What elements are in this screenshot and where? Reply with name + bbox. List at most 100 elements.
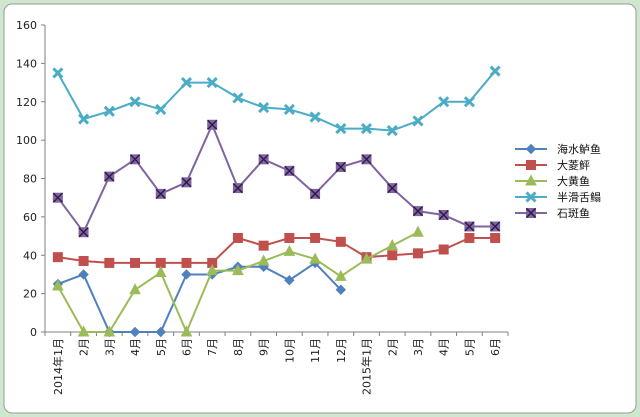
data-point [104, 257, 115, 268]
data-point [129, 326, 141, 338]
data-point [490, 221, 501, 232]
legend-item: 海水鲈鱼 [515, 142, 601, 156]
y-tick-label: 0 [30, 326, 37, 339]
x-tick-label: 8月 [232, 338, 245, 356]
data-point [525, 174, 537, 186]
x-tick-label: 2月 [386, 338, 399, 356]
data-point [310, 232, 321, 243]
x-tick-label: 4月 [129, 338, 142, 356]
data-point [257, 254, 270, 266]
series-5 [52, 119, 501, 238]
data-point [232, 183, 243, 194]
legend-item: 大黄鱼 [515, 174, 590, 188]
data-point [284, 232, 295, 243]
y-tick-label: 140 [16, 57, 37, 70]
data-point [335, 123, 347, 135]
data-point [361, 154, 372, 165]
legend-label: 半滑舌鳎 [557, 190, 601, 204]
data-point [387, 183, 398, 194]
data-point [360, 252, 373, 264]
data-point [258, 154, 269, 165]
x-tick-label: 6月 [489, 338, 502, 356]
data-point [130, 154, 141, 165]
legend-label: 大菱鲆 [557, 158, 590, 172]
data-point [284, 165, 295, 176]
data-point [412, 225, 424, 237]
y-tick-label: 120 [16, 96, 37, 109]
data-point [154, 265, 167, 278]
data-point [438, 96, 450, 108]
data-point [360, 123, 373, 135]
data-point [335, 236, 346, 247]
legend-item: 石斑鱼 [515, 206, 590, 220]
y-tick-label: 100 [16, 134, 37, 147]
data-point [207, 119, 218, 130]
data-point [155, 326, 166, 338]
x-tick-label: 3月 [412, 338, 425, 356]
x-tick-label: 12月 [335, 338, 348, 363]
data-point [310, 188, 321, 199]
series-line [57, 261, 342, 333]
data-point [387, 250, 398, 261]
legend-item: 半滑舌鳎 [515, 190, 601, 204]
x-tick-label: 4月 [438, 338, 451, 356]
legend-label: 海水鲈鱼 [557, 142, 601, 156]
data-point [335, 284, 347, 295]
x-tick-label: 2014年1月 [51, 338, 65, 395]
data-point [335, 161, 346, 172]
data-point [438, 209, 449, 220]
x-tick-label: 6月 [180, 338, 193, 356]
data-point [232, 92, 244, 104]
data-point [525, 191, 537, 203]
x-tick-label: 7月 [206, 338, 219, 356]
x-tick-label: 11月 [309, 338, 322, 363]
series-3 [52, 225, 424, 337]
y-tick-label: 60 [23, 211, 37, 224]
x-tick-label: 2月 [78, 338, 91, 356]
data-point [334, 269, 347, 281]
x-tick-label: 5月 [463, 338, 476, 356]
x-tick-label: 3月 [103, 338, 116, 356]
data-point [309, 252, 321, 264]
series-2 [52, 232, 501, 268]
data-point [103, 325, 116, 337]
data-point [206, 264, 219, 276]
data-point [232, 232, 243, 243]
data-point [206, 77, 218, 89]
data-point [412, 115, 424, 127]
data-point [412, 206, 423, 217]
data-point [284, 274, 295, 286]
data-point [438, 244, 449, 255]
data-point [77, 325, 90, 337]
data-point [52, 192, 63, 203]
y-tick-label: 20 [23, 288, 37, 301]
watermark: 水产前沿 [508, 376, 604, 400]
legend-label: 大黄鱼 [557, 174, 590, 188]
data-point [78, 256, 89, 267]
series-4 [52, 65, 501, 137]
data-point [78, 269, 89, 280]
data-point [52, 279, 64, 291]
data-point [52, 252, 63, 263]
data-point [386, 124, 398, 137]
x-tick-label: 2015年1月 [360, 338, 374, 395]
data-point [526, 208, 536, 218]
data-point [180, 325, 193, 337]
data-point [52, 67, 64, 79]
data-point [490, 232, 501, 243]
data-point [283, 244, 296, 256]
data-point [464, 221, 475, 232]
data-point [78, 227, 89, 238]
data-point [130, 257, 141, 268]
data-point [258, 101, 270, 114]
data-point [412, 248, 423, 259]
watermark-text: 水产前沿 [540, 377, 604, 396]
data-point [525, 143, 537, 155]
y-tick-label: 80 [23, 173, 37, 186]
data-point [180, 77, 193, 89]
data-point [181, 177, 192, 188]
data-point [104, 171, 115, 182]
data-point [129, 96, 141, 108]
